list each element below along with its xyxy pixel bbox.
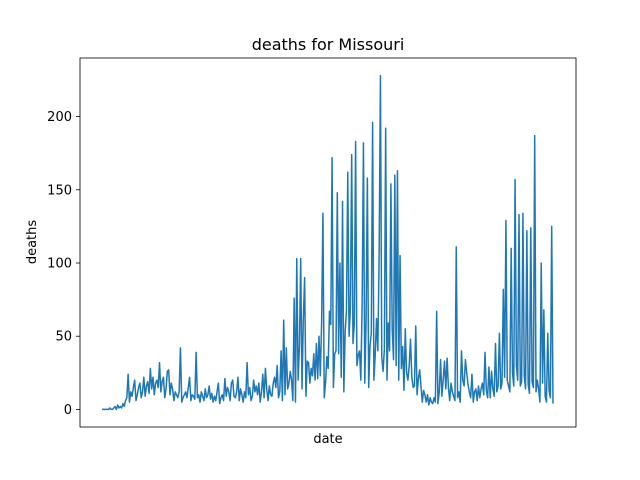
y-tick-label: 200 [47,110,72,125]
plot-area [102,74,554,411]
y-tick-label: 150 [47,183,72,198]
x-axis-label: date [313,432,342,447]
y-tick-label: 100 [47,257,72,272]
chart-title: deaths for Missouri [252,35,405,54]
axes-frame [79,57,577,428]
y-axis-label: deaths [25,220,40,265]
y-tick-label: 50 [55,330,72,345]
series-line-deaths [102,74,554,411]
y-axis-ticks: 0 50 100 150 200 [47,110,80,418]
y-tick-label: 0 [64,403,72,418]
